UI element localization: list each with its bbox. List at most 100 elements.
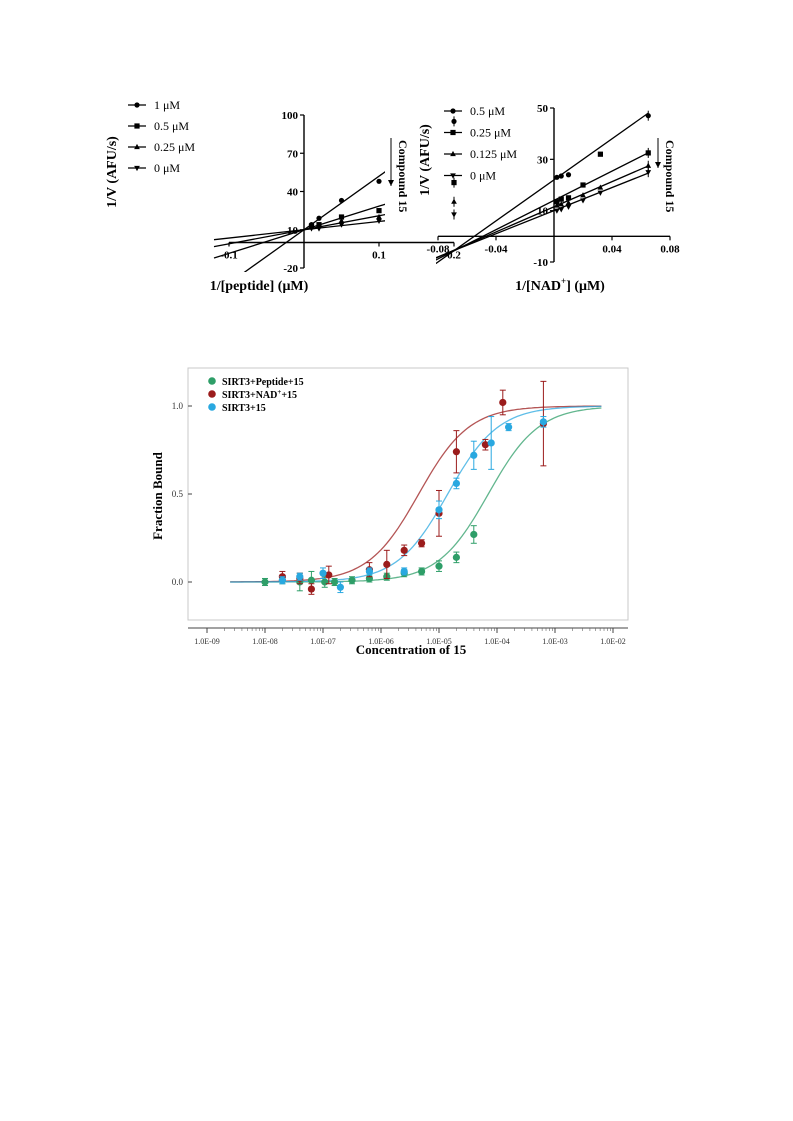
data-point bbox=[376, 213, 382, 220]
legend-marker bbox=[208, 390, 216, 398]
data-point bbox=[452, 448, 460, 456]
legend-label: 0.25 μM bbox=[470, 126, 511, 140]
data-point bbox=[331, 578, 339, 586]
data-point bbox=[451, 198, 457, 204]
data-point bbox=[452, 553, 460, 561]
x-tick-label: 1.0E-02 bbox=[600, 637, 626, 646]
data-point bbox=[554, 199, 560, 205]
data-point bbox=[451, 179, 457, 186]
x-tick-label: -0.04 bbox=[485, 243, 508, 255]
data-point bbox=[307, 585, 315, 593]
data-point bbox=[565, 204, 572, 210]
y-tick-label: 0.0 bbox=[172, 577, 184, 587]
x-tick-label: 1.0E-06 bbox=[368, 637, 394, 646]
y-tick-label: -20 bbox=[283, 263, 298, 275]
legend-marker bbox=[134, 143, 140, 150]
legend-label: 0 μM bbox=[470, 169, 496, 183]
y-axis-label: Fraction Bound bbox=[150, 451, 165, 540]
data-point bbox=[338, 222, 345, 228]
data-point bbox=[470, 530, 478, 539]
legend-label: SIRT3+15 bbox=[222, 403, 266, 414]
data-point bbox=[487, 439, 495, 447]
x-tick-label: 1.0E-07 bbox=[310, 637, 336, 646]
data-point bbox=[597, 184, 604, 190]
x-axis-label: 1/[peptide] (μM) bbox=[210, 279, 309, 294]
data-point bbox=[597, 190, 604, 196]
regression-lines bbox=[213, 171, 385, 272]
data-point bbox=[435, 506, 443, 514]
y-tick-label: 50 bbox=[537, 103, 549, 115]
data-point bbox=[645, 162, 652, 168]
fit-curve bbox=[230, 405, 602, 583]
x-axis-label-part: 1/[NAD bbox=[515, 279, 561, 294]
x-tick-label: 0.04 bbox=[602, 243, 622, 255]
peptide-lineweaver-burk-plot: -0.10.10.2-201040701001 μM0.5 μM0.25 μM0… bbox=[105, 98, 461, 294]
x-tick-label: 1.0E-03 bbox=[542, 637, 568, 646]
legend-label: 0.25 μM bbox=[154, 140, 195, 154]
data-point bbox=[383, 560, 391, 569]
data-point bbox=[319, 569, 327, 577]
data-point bbox=[554, 202, 560, 208]
data-point bbox=[338, 197, 345, 204]
data-point bbox=[296, 573, 304, 581]
data-point bbox=[565, 199, 572, 206]
regression-line bbox=[213, 220, 385, 241]
x-axis-label: 1/[NAD+] (μM) bbox=[515, 276, 605, 294]
x-tick-label: 1.0E-04 bbox=[484, 637, 510, 646]
y-axis-label: 1/V (AFU/s) bbox=[418, 124, 433, 196]
arrow-head bbox=[388, 180, 394, 186]
data-point bbox=[321, 578, 329, 586]
data-point bbox=[558, 173, 564, 179]
data-point bbox=[558, 196, 564, 202]
data-point bbox=[316, 226, 322, 232]
x-axis-label-part: ] (μM) bbox=[566, 279, 605, 294]
legend-label-part: SIRT3+15 bbox=[222, 403, 266, 414]
regression-lines bbox=[436, 112, 649, 264]
y-tick-label: 40 bbox=[287, 187, 299, 199]
y-tick-label: 0.5 bbox=[172, 489, 184, 499]
data-point bbox=[554, 208, 560, 214]
legend-label: 0.5 μM bbox=[154, 119, 189, 133]
data-point bbox=[376, 218, 382, 224]
compound-label: Compound 15 bbox=[396, 140, 410, 212]
legend-marker bbox=[134, 165, 140, 172]
data-point bbox=[348, 576, 356, 584]
data-point bbox=[539, 418, 548, 426]
legend-label-part: +15 bbox=[281, 390, 297, 401]
legend-label: 0.5 μM bbox=[470, 104, 505, 118]
x-axis-label: Concentration of 15 bbox=[356, 642, 467, 657]
legend-label: 0 μM bbox=[154, 161, 180, 175]
data-point bbox=[376, 178, 382, 184]
legend-marker bbox=[208, 403, 216, 411]
data-point bbox=[505, 423, 513, 431]
legend-label: 0.125 μM bbox=[470, 147, 517, 161]
data-point bbox=[376, 208, 382, 214]
x-tick-label: 0.1 bbox=[372, 250, 386, 262]
data-point bbox=[400, 567, 408, 576]
data-point bbox=[435, 562, 443, 570]
legend-label: 1 μM bbox=[154, 98, 180, 112]
data-point bbox=[499, 398, 507, 407]
data-point bbox=[645, 150, 651, 156]
data-point bbox=[597, 151, 603, 157]
legend-label-sup: + bbox=[277, 388, 281, 396]
y-tick-label: 100 bbox=[282, 110, 299, 122]
legend-label: SIRT3+Peptide+15 bbox=[222, 377, 304, 388]
data-point bbox=[338, 217, 345, 223]
data-point bbox=[338, 214, 345, 220]
regression-line bbox=[213, 203, 385, 259]
legend-marker bbox=[450, 108, 456, 114]
x-tick-label: 0.08 bbox=[660, 243, 680, 255]
data-point bbox=[400, 546, 408, 554]
data-point bbox=[565, 195, 572, 201]
data-point bbox=[451, 118, 457, 124]
y-tick-label: 30 bbox=[537, 154, 549, 166]
data-point bbox=[365, 567, 373, 576]
data-point bbox=[645, 113, 651, 119]
x-tick-label: 1.0E-08 bbox=[252, 637, 278, 646]
x-tick-label: 1.0E-09 bbox=[194, 637, 220, 646]
y-tick-label: 1.0 bbox=[172, 401, 184, 411]
y-axis-label: 1/V (AFU/s) bbox=[105, 136, 120, 208]
binding-curve-plot: 1.0E-09 1.0E-08 1.0E-07 1.0E-06 1.0E-05 1.0E-… bbox=[150, 367, 629, 657]
